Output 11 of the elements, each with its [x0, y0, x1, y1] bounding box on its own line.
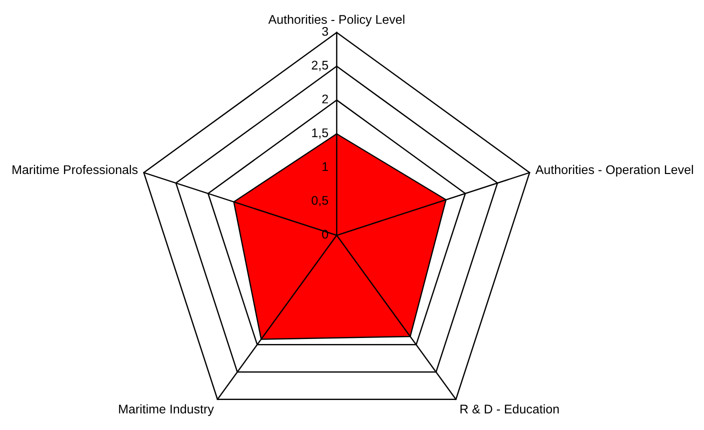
- spoke-label: Maritime Industry: [119, 404, 214, 416]
- y-tick-label: 1,5: [312, 128, 328, 139]
- spoke-label: R & D - Education: [460, 404, 559, 414]
- y-tick-label: 1: [322, 162, 328, 171]
- spoke-label: Maritime Professionals: [12, 164, 138, 174]
- y-tick-label: 2: [322, 94, 328, 104]
- y-tick-label: 2,5: [312, 60, 328, 72]
- y-tick-label: 0,5: [312, 196, 328, 206]
- spoke-label: Authorities - Policy Level: [268, 14, 404, 26]
- spoke-label: Authorities - Operation Level: [535, 164, 693, 177]
- y-tick-label: 3: [322, 26, 328, 36]
